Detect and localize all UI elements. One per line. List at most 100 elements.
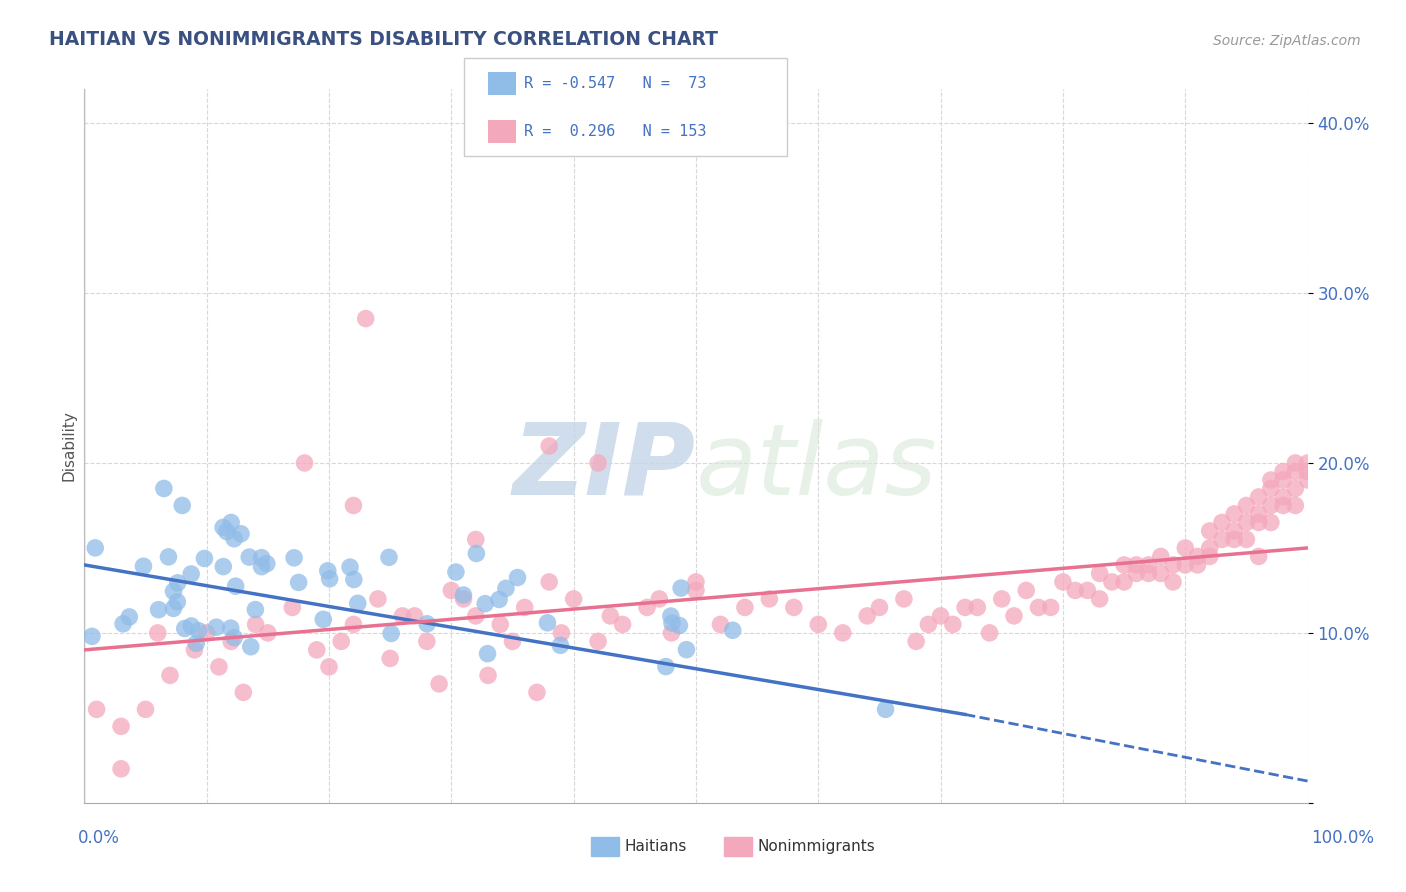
- Point: [404, 608, 426, 623]
- Point: [343, 573, 366, 587]
- Point: [875, 702, 897, 716]
- Point: [1247, 549, 1270, 564]
- Point: [1137, 558, 1160, 572]
- Point: [1284, 456, 1306, 470]
- Point: [721, 624, 744, 638]
- Point: [1296, 473, 1319, 487]
- Point: [229, 526, 252, 541]
- Text: 0.0%: 0.0%: [77, 829, 120, 847]
- Point: [1223, 524, 1246, 538]
- Point: [427, 677, 450, 691]
- Point: [1150, 549, 1173, 564]
- Point: [1284, 482, 1306, 496]
- Point: [1137, 566, 1160, 581]
- Point: [118, 610, 141, 624]
- Point: [831, 626, 853, 640]
- Point: [238, 550, 260, 565]
- Point: [1296, 456, 1319, 470]
- Point: [869, 600, 891, 615]
- Point: [86, 702, 108, 716]
- Point: [180, 619, 202, 633]
- Point: [1114, 574, 1136, 589]
- Text: Source: ZipAtlas.com: Source: ZipAtlas.com: [1213, 34, 1361, 47]
- Point: [488, 592, 510, 607]
- Point: [489, 617, 512, 632]
- Point: [153, 482, 176, 496]
- Point: [1236, 516, 1258, 530]
- Point: [1223, 533, 1246, 547]
- Point: [1076, 583, 1098, 598]
- Point: [318, 572, 340, 586]
- Point: [1223, 507, 1246, 521]
- Point: [807, 617, 830, 632]
- Point: [979, 626, 1001, 640]
- Point: [1187, 558, 1209, 572]
- Point: [256, 557, 278, 571]
- Point: [1028, 600, 1050, 615]
- Point: [440, 583, 463, 598]
- Point: [232, 685, 254, 699]
- Point: [758, 591, 780, 606]
- Point: [1039, 600, 1062, 615]
- Point: [305, 643, 328, 657]
- Point: [675, 642, 697, 657]
- Point: [1015, 583, 1038, 598]
- Point: [917, 617, 939, 632]
- Point: [1260, 482, 1282, 496]
- Point: [346, 596, 368, 610]
- Point: [1284, 465, 1306, 479]
- Point: [453, 588, 475, 602]
- Point: [1064, 583, 1087, 598]
- Point: [110, 762, 132, 776]
- Point: [1260, 473, 1282, 487]
- Point: [318, 660, 340, 674]
- Point: [1260, 499, 1282, 513]
- Point: [1174, 558, 1197, 572]
- Point: [929, 608, 952, 623]
- Point: [636, 600, 658, 615]
- Point: [905, 634, 928, 648]
- Point: [526, 685, 548, 699]
- Point: [734, 600, 756, 615]
- Point: [205, 620, 228, 634]
- Point: [157, 549, 180, 564]
- Point: [953, 600, 976, 615]
- Point: [208, 660, 231, 674]
- Point: [162, 584, 184, 599]
- Point: [342, 499, 364, 513]
- Point: [193, 551, 215, 566]
- Point: [380, 651, 402, 665]
- Point: [599, 608, 621, 623]
- Point: [187, 624, 209, 638]
- Point: [180, 566, 202, 581]
- Point: [283, 550, 305, 565]
- Point: [1236, 499, 1258, 513]
- Point: [1296, 465, 1319, 479]
- Point: [367, 591, 389, 606]
- Point: [212, 559, 235, 574]
- Point: [1088, 591, 1111, 606]
- Text: HAITIAN VS NONIMMIGRANTS DISABILITY CORRELATION CHART: HAITIAN VS NONIMMIGRANTS DISABILITY CORR…: [49, 29, 718, 48]
- Point: [1284, 499, 1306, 513]
- Point: [1272, 490, 1295, 504]
- Point: [612, 617, 634, 632]
- Point: [513, 600, 536, 615]
- Point: [219, 516, 242, 530]
- Point: [477, 668, 499, 682]
- Point: [538, 574, 561, 589]
- Point: [464, 608, 486, 623]
- Point: [391, 608, 413, 623]
- Point: [239, 640, 262, 654]
- Point: [648, 591, 671, 606]
- Point: [1272, 499, 1295, 513]
- Point: [1211, 516, 1233, 530]
- Point: [186, 636, 208, 650]
- Point: [339, 560, 361, 574]
- Point: [416, 634, 439, 648]
- Point: [536, 615, 558, 630]
- Point: [1114, 558, 1136, 572]
- Point: [856, 608, 879, 623]
- Point: [685, 583, 707, 598]
- Point: [668, 618, 690, 632]
- Point: [195, 626, 218, 640]
